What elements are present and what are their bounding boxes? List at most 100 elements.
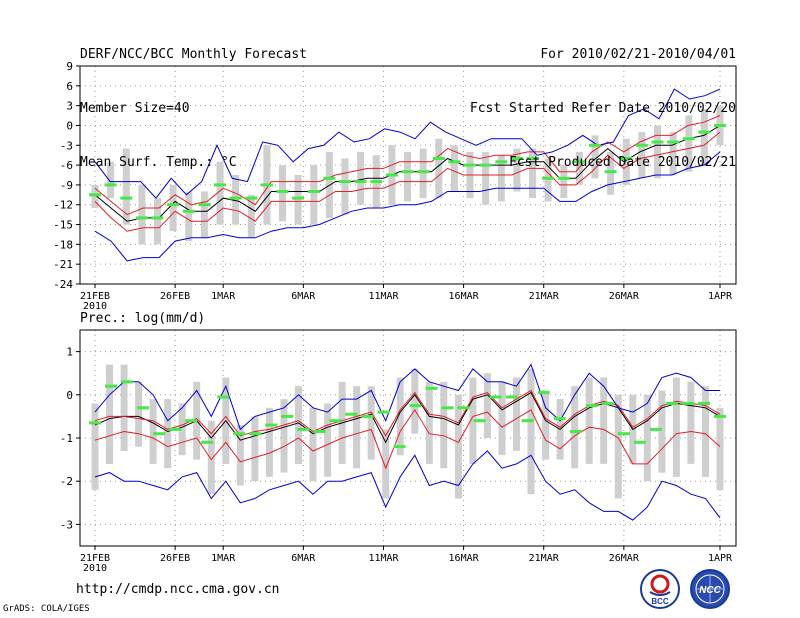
observation-marker [553,417,566,421]
ensemble-range-bar [654,125,661,179]
observation-marker [473,419,486,423]
website-link[interactable]: http://cmdp.ncc.cma.gov.cn [76,582,280,597]
observation-marker [169,427,182,431]
observation-marker [510,157,523,160]
ncc-logo-text: NCC [699,585,721,596]
ensemble-range-bar [164,399,172,469]
observation-marker [323,176,336,180]
ensemble-range-bar [382,429,390,499]
observation-marker [457,406,470,410]
ensemble-range-bar [638,132,646,179]
x-tick-label: 11MAR [368,553,399,564]
observation-marker [489,395,502,399]
ensemble-range-bar [600,377,608,464]
ensemble-range-bar [396,377,404,456]
observation-marker [585,404,598,408]
observation-marker [89,421,101,425]
observation-marker [260,183,273,187]
ensemble-range-bar [107,161,115,199]
observation-marker [542,176,555,180]
ensemble-range-bar [571,386,579,469]
x-tick-label: 16MAR [449,553,480,564]
observation-marker [537,391,550,395]
observation-marker [505,395,518,399]
ensemble-range-bar [591,135,599,179]
ensemble-range-bar [294,175,302,225]
ensemble-range-bar [200,191,208,238]
grads-credit: GrADS: COLA/IGES [3,604,90,614]
produced-date: Fcst Produced Date 2010/02/21 [509,155,736,170]
header-left: DERF/NCC/BCC Monthly Forecast Member Siz… [80,10,307,190]
ensemble-range-bar [120,364,128,451]
observation-marker [297,427,310,431]
plot-frame [79,329,737,547]
x-tick-label: 21MAR [529,553,560,564]
ensemble-range-bar [324,403,332,477]
chart-title: DERF/NCC/BCC Monthly Forecast [80,47,307,62]
ensemble-range-bar [575,151,583,185]
series-line-ensemble-min [94,450,721,521]
ensemble-range-bar [450,145,458,192]
observation-marker [714,124,726,127]
observation-marker [604,170,617,174]
observation-marker [385,173,398,177]
ensemble-range-bar [585,377,593,464]
ensemble-range-bar [542,390,550,460]
ensemble-range-bar [411,368,419,434]
y-tick-label: -2 [60,475,73,488]
observation-marker [479,163,492,167]
ensemble-range-bar [658,390,666,473]
ensemble-range-bar [149,399,157,464]
observation-marker [557,176,570,180]
y-tick-label: -18 [53,238,73,251]
ensemble-range-bar [236,425,244,486]
variable-label: Mean Surf. Temp.: °C [80,155,237,170]
panel-title: Prec.: log(mm/d) [80,311,205,326]
observation-marker [698,401,710,405]
ensemble-range-bar [687,381,695,464]
observation-marker [601,401,614,405]
ensemble-range-bar [483,373,491,438]
x-tick-year-label: 2010 [83,301,107,312]
y-tick-label: -12 [53,199,73,212]
observation-marker [714,414,726,418]
y-tick-label: -24 [53,278,73,291]
observation-marker [182,209,195,213]
ensemble-range-bar [309,407,317,482]
ensemble-range-bar [106,364,113,464]
y-tick-label: 3 [66,100,73,113]
ensemble-range-bar [207,420,215,495]
observation-marker [682,137,695,141]
observation-marker [167,203,180,207]
ensemble-range-bar [669,132,677,175]
y-tick-label: -15 [53,219,73,232]
ensemble-range-bar [498,381,506,456]
y-tick-label: -3 [60,139,73,152]
observation-marker [698,130,711,134]
ensemble-range-bar [310,165,318,225]
observation-marker [121,380,134,384]
observation-marker [370,180,383,184]
agency-logos: BCC NCC [640,569,730,609]
y-tick-label: -1 [60,432,73,445]
series-line-mean-spread [94,389,721,437]
ensemble-range-bar [607,151,615,195]
observation-marker [229,196,242,200]
ensemble-range-bar [251,416,259,482]
ensemble-range-bar [527,368,535,495]
x-tick-label: 11MAR [368,291,399,302]
ensemble-range-bar [280,399,288,473]
x-tick-label: 21MAR [529,291,560,302]
ensemble-range-bar [419,148,427,199]
ensemble-range-bar [357,151,365,205]
observation-marker [153,432,166,436]
y-tick-label: 0 [66,120,73,133]
observation-marker [635,143,648,147]
series-line-ensemble-max [94,88,721,199]
observation-marker [526,157,539,160]
ncc-logo-icon: NCC [690,569,730,609]
y-tick-label: 1 [66,346,73,359]
observation-marker [361,414,374,418]
observation-marker [495,160,508,164]
